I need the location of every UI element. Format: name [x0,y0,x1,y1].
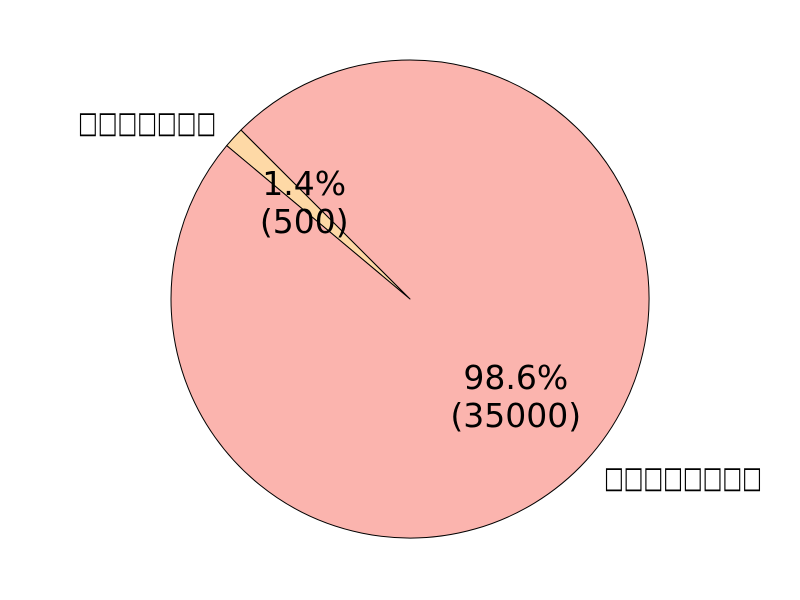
slice-value-label-0: (500) [260,202,349,241]
slice-value-label-1: (35000) [450,396,581,435]
slice-percent-label-1: 98.6% [463,358,568,397]
slice-percent-label-0: 1.4% [262,164,346,203]
slice-category-label-0: □□□□□□□ [78,106,216,141]
pie-slices [170,59,650,539]
slice-category-label-1: □□□□□□□□ [604,460,762,495]
pie-slice-1 [170,59,650,539]
